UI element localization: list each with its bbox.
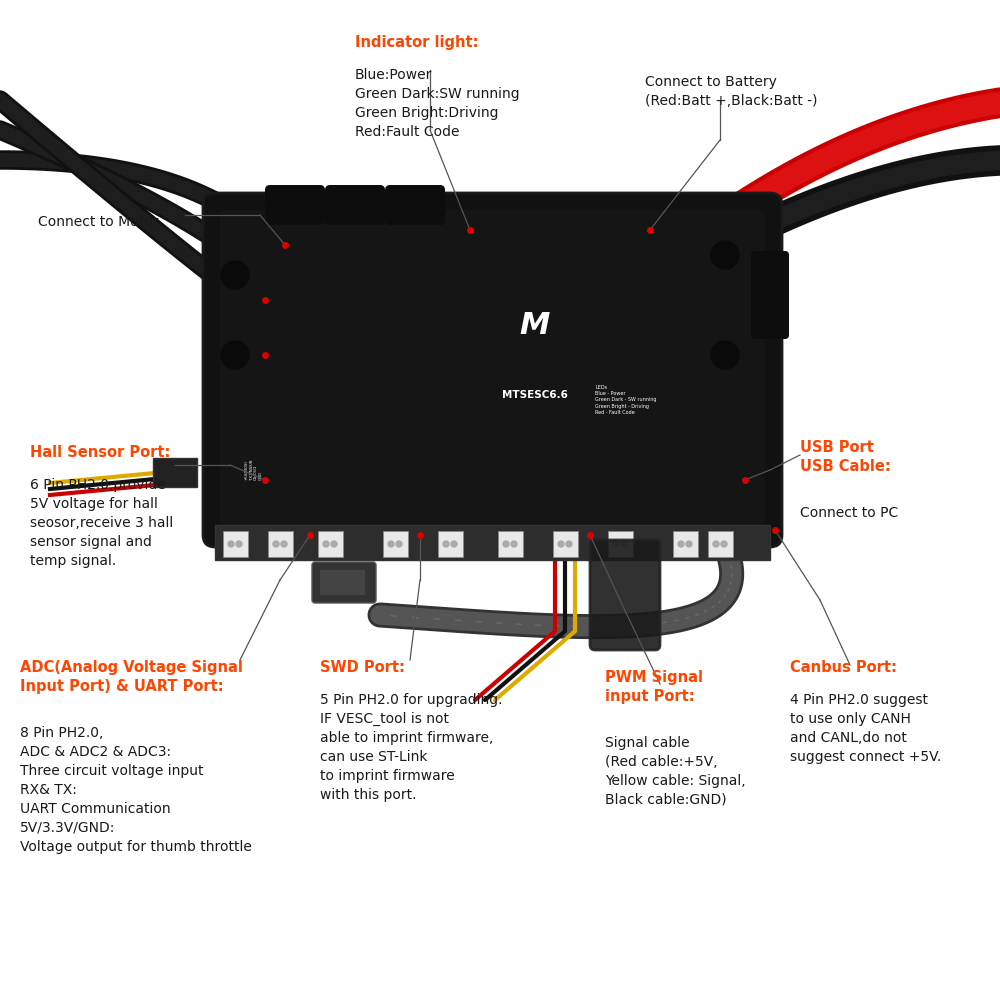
Circle shape — [236, 541, 242, 547]
Circle shape — [721, 541, 727, 547]
FancyBboxPatch shape — [320, 570, 365, 595]
Circle shape — [323, 541, 329, 547]
Text: 5 Pin PH2.0 for upgrading.
IF VESC_tool is not
able to imprint firmware,
can use: 5 Pin PH2.0 for upgrading. IF VESC_tool … — [320, 693, 503, 802]
Circle shape — [396, 541, 402, 547]
Circle shape — [228, 541, 234, 547]
Text: Indicator light:: Indicator light: — [355, 35, 479, 50]
Circle shape — [221, 261, 249, 289]
FancyBboxPatch shape — [268, 531, 293, 557]
Text: Connect to PC: Connect to PC — [800, 506, 898, 520]
Circle shape — [713, 541, 719, 547]
Text: USB Port
USB Cable:: USB Port USB Cable: — [800, 440, 891, 474]
FancyBboxPatch shape — [318, 531, 343, 557]
FancyBboxPatch shape — [590, 540, 660, 650]
FancyBboxPatch shape — [383, 531, 408, 557]
Circle shape — [221, 341, 249, 369]
Circle shape — [503, 541, 509, 547]
FancyBboxPatch shape — [708, 531, 733, 557]
Text: PWM Signal
input Port:: PWM Signal input Port: — [605, 670, 703, 704]
Text: M: M — [520, 310, 550, 340]
Circle shape — [273, 541, 279, 547]
FancyBboxPatch shape — [751, 251, 789, 339]
FancyBboxPatch shape — [325, 185, 385, 225]
FancyBboxPatch shape — [498, 531, 523, 557]
FancyBboxPatch shape — [608, 531, 633, 557]
FancyBboxPatch shape — [553, 531, 578, 557]
Circle shape — [443, 541, 449, 547]
FancyBboxPatch shape — [438, 531, 463, 557]
Text: SWD Port:: SWD Port: — [320, 660, 405, 675]
FancyBboxPatch shape — [220, 210, 765, 530]
FancyBboxPatch shape — [153, 458, 197, 487]
Text: Blue:Power
Green Dark:SW running
Green Bright:Driving
Red:Fault Code: Blue:Power Green Dark:SW running Green B… — [355, 68, 520, 139]
Text: Canbus Port:: Canbus Port: — [790, 660, 897, 675]
Circle shape — [711, 341, 739, 369]
Circle shape — [511, 541, 517, 547]
Text: ADC(Analog Voltage Signal
Input Port) & UART Port:: ADC(Analog Voltage Signal Input Port) & … — [20, 660, 243, 694]
FancyBboxPatch shape — [673, 531, 698, 557]
Text: 6 Pin PH2.0,provide
5V voltage for hall
seosor,receive 3 hall
sensor signal and
: 6 Pin PH2.0,provide 5V voltage for hall … — [30, 478, 173, 568]
FancyBboxPatch shape — [203, 193, 782, 547]
Text: 4 Pin PH2.0 suggest
to use only CANH
and CANL,do not
suggest connect +5V.: 4 Pin PH2.0 suggest to use only CANH and… — [790, 693, 941, 764]
Circle shape — [388, 541, 394, 547]
Circle shape — [451, 541, 457, 547]
Text: Connect to Battery
(Red:Batt +,Black:Batt -): Connect to Battery (Red:Batt +,Black:Bat… — [645, 75, 818, 108]
Circle shape — [558, 541, 564, 547]
FancyBboxPatch shape — [385, 185, 445, 225]
Text: Hall Sensor Port:: Hall Sensor Port: — [30, 445, 170, 460]
Text: LEDs
Blue - Power
Green Dark - SW running
Green Bright - Driving
Red - Fault Cod: LEDs Blue - Power Green Dark - SW runnin… — [595, 385, 656, 415]
Text: Connect to Motor: Connect to Motor — [38, 215, 158, 229]
FancyBboxPatch shape — [265, 185, 325, 225]
FancyBboxPatch shape — [312, 562, 376, 603]
Circle shape — [566, 541, 572, 547]
Circle shape — [613, 541, 619, 547]
Circle shape — [621, 541, 627, 547]
Text: 8 Pin PH2.0,
ADC & ADC2 & ADC3:
Three circuit voltage input
RX& TX:
UART Communi: 8 Pin PH2.0, ADC & ADC2 & ADC3: Three ci… — [20, 726, 252, 854]
FancyBboxPatch shape — [223, 531, 248, 557]
Text: +5V/MOSI
TX1/NSS/B
CS/CS/1
GND: +5V/MOSI TX1/NSS/B CS/CS/1 GND — [245, 460, 263, 481]
FancyBboxPatch shape — [215, 525, 770, 560]
Circle shape — [331, 541, 337, 547]
Circle shape — [281, 541, 287, 547]
Circle shape — [711, 241, 739, 269]
Text: Signal cable
(Red cable:+5V,
Yellow cable: Signal,
Black cable:GND): Signal cable (Red cable:+5V, Yellow cabl… — [605, 736, 746, 807]
Text: MTSESC6.6: MTSESC6.6 — [502, 390, 568, 400]
Circle shape — [686, 541, 692, 547]
Circle shape — [678, 541, 684, 547]
